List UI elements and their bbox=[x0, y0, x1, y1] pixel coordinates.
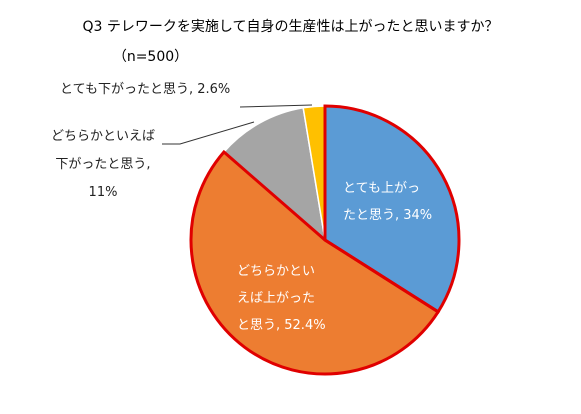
leader-line-3 bbox=[162, 121, 255, 145]
leader-line-4 bbox=[239, 104, 313, 108]
slice-label-2-line-1: どちらかとい bbox=[237, 264, 315, 279]
slice-label-3-line-2: 下がったと思う, bbox=[55, 157, 150, 172]
chart-title: Q3 テレワークを実施して自身の生産性は上がったと思いますか？ bbox=[82, 19, 499, 35]
slice-label-3-line-3: 11% bbox=[89, 185, 118, 200]
slice-label-4-line-1: とても下がったと思う, 2.6% bbox=[60, 82, 230, 97]
pie-slice-3 bbox=[222, 106, 327, 242]
slice-label-2-line-3: と思う, 52.4% bbox=[237, 318, 326, 333]
chart-subtitle: （n=500） bbox=[112, 49, 189, 65]
slice-label-1-line-2: たと思う, 34% bbox=[343, 208, 432, 223]
slice-label-2-line-2: えば上がった bbox=[237, 291, 315, 306]
highlight-outline-1 bbox=[323, 104, 461, 314]
pie-slices bbox=[189, 104, 461, 376]
slice-label-1-line-1: とても上がっ bbox=[343, 181, 420, 196]
highlight-outline-2 bbox=[189, 149, 441, 376]
leader-lines bbox=[162, 104, 313, 145]
slice-label-3-line-1: どちらかといえば bbox=[51, 129, 155, 144]
